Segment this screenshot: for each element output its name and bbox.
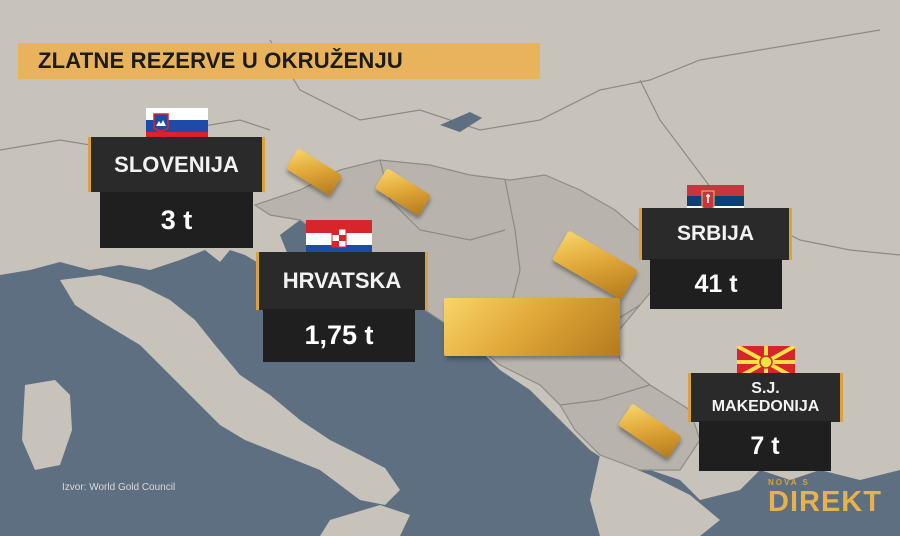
croatia-value: 1,75 t xyxy=(263,309,415,362)
north-macedonia-value: 7 t xyxy=(699,421,831,471)
croatia-label: HRVATSKA xyxy=(256,252,428,310)
serbia-label: SRBIJA xyxy=(639,208,792,260)
serbia-value: 41 t xyxy=(650,259,782,309)
slovenia-value: 3 t xyxy=(100,192,253,248)
channel-logo: NOVA S DIREKT xyxy=(768,478,898,518)
gold-bar-icon xyxy=(444,298,620,356)
logo-main-text: DIREKT xyxy=(768,486,882,518)
title-bar: ZLATNE REZERVE U OKRUŽENJU xyxy=(18,43,540,79)
source-note: Izvor: World Gold Council xyxy=(62,482,176,493)
logo-top-text: NOVA S xyxy=(768,478,810,487)
croatia-flag-icon xyxy=(306,220,372,258)
slovenia-label: SLOVENIJA xyxy=(88,137,265,192)
island xyxy=(22,380,72,470)
north-macedonia-label: S.J. MAKEDONIJA xyxy=(688,373,843,422)
island xyxy=(320,505,410,536)
page-title: ZLATNE REZERVE U OKRUŽENJU xyxy=(38,48,403,73)
greece xyxy=(590,455,720,536)
north-macedonia-flag-icon xyxy=(737,346,795,378)
italy xyxy=(60,275,400,505)
